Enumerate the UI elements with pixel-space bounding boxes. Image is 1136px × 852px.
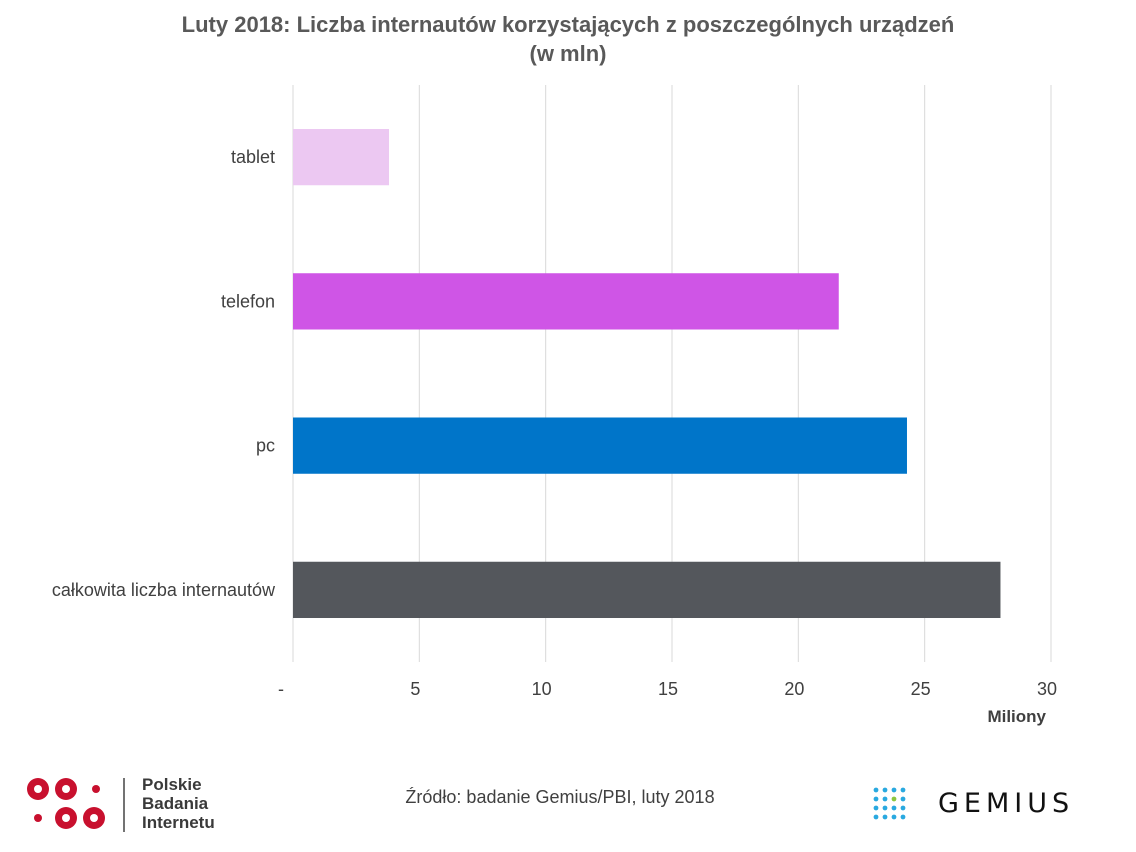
x-tick-label: 10 (532, 679, 552, 699)
source-note: Źródło: badanie Gemius/PBI, luty 2018 (405, 787, 715, 807)
x-tick-label: 30 (1037, 679, 1057, 699)
pbi-logo-line: Badania (142, 794, 209, 813)
category-label: telefon (221, 291, 275, 311)
pbi-logo-line: Internetu (142, 813, 215, 832)
x-tick-label: 25 (911, 679, 931, 699)
gemius-logo-text: GEMIUS (938, 788, 1075, 819)
category-label: całkowita liczba internautów (52, 580, 276, 600)
bar-chart: tablet telefon pc całkowita liczba internau… (52, 85, 1057, 726)
gemius-logo-dot (900, 814, 906, 820)
gemius-logo-dot (891, 796, 897, 802)
gemius-logo-dot (882, 787, 888, 793)
gemius-logo-dot (900, 796, 906, 802)
category-label: tablet (231, 147, 275, 167)
chart-title: Luty 2018: Liczba internautów korzystają… (0, 10, 1136, 68)
chart-subtitle: (w mln) (529, 41, 607, 66)
tick-labels: - 5 10 15 20 25 30 (278, 679, 1057, 699)
gemius-logo-dot (900, 805, 906, 811)
x-tick-label: 5 (410, 679, 420, 699)
pbi-logo-dot (92, 785, 100, 793)
x-tick-label: 15 (658, 679, 678, 699)
gemius-logo-dot (873, 787, 879, 793)
gemius-logo-dot (900, 787, 906, 793)
gemius-logo-dot (891, 805, 897, 811)
gemius-logo-dot (882, 805, 888, 811)
gemius-logo-dot (882, 814, 888, 820)
chart-title-main: Luty 2018: Liczba internautów korzystają… (181, 12, 955, 37)
gemius-logo-dot (891, 787, 897, 793)
pbi-logo (27, 778, 125, 832)
bar (293, 273, 839, 330)
gemius-logo-dot (873, 796, 879, 802)
pbi-logo-dot (34, 814, 42, 822)
bar (293, 561, 1001, 619)
category-labels: tablet telefon pc całkowita liczba internau… (52, 147, 276, 600)
x-tick-label: - (278, 679, 284, 699)
x-tick-label: 20 (784, 679, 804, 699)
bar (293, 128, 390, 186)
gemius-logo-dot (873, 814, 879, 820)
category-label: pc (256, 436, 275, 456)
gemius-logo-dot (882, 796, 888, 802)
x-axis-label: Miliony (987, 707, 1046, 726)
pbi-logo-text: Polskie Badania Internetu (142, 775, 215, 832)
pbi-logo-line: Polskie (142, 775, 202, 794)
bar (293, 417, 907, 474)
gemius-logo-dot (891, 814, 897, 820)
gemius-logo-mark (873, 787, 906, 820)
bars (293, 128, 1001, 619)
gemius-logo-dot (873, 805, 879, 811)
